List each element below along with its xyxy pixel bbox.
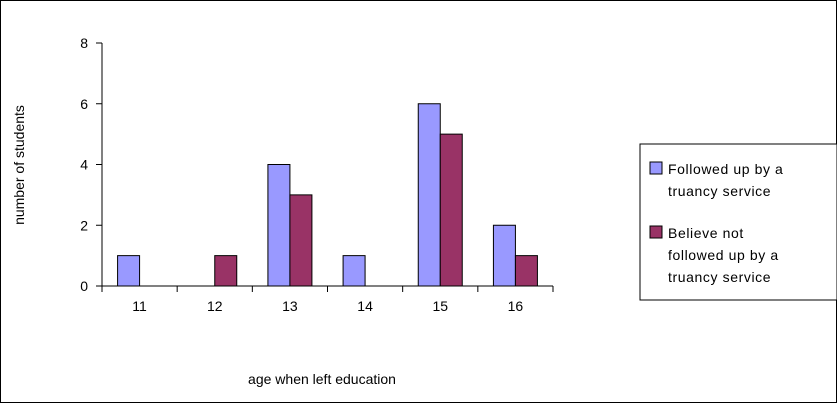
bar-believe-not-followed-up-12: [214, 255, 238, 287]
x-tick-label: 16: [508, 298, 524, 314]
x-axis-title: age when left education: [248, 371, 396, 387]
x-tick-label: 15: [432, 298, 448, 314]
legend-swatch: [649, 161, 663, 175]
legend-label: truancy service: [668, 269, 771, 285]
x-tick-label: 14: [357, 298, 373, 314]
legend-box: [639, 143, 837, 301]
legend-item: Followed up by a truancy service: [649, 161, 783, 199]
bar-followed-up-13: [267, 164, 291, 287]
plot-area: 0 2 4 6 8 11 12 13 14 15 16: [80, 35, 554, 314]
y-tick-label: 2: [80, 217, 88, 233]
bar-followed-up-11: [117, 255, 141, 287]
legend-swatch: [649, 225, 663, 239]
x-tick-label: 12: [207, 298, 223, 314]
legend-label: truancy service: [668, 183, 771, 199]
y-tick-label: 4: [80, 157, 88, 173]
bar-believe-not-followed-up-15: [439, 133, 463, 287]
bar-followed-up-16: [492, 224, 516, 287]
x-tick-label: 11: [132, 298, 147, 314]
y-tick-label: 8: [80, 35, 88, 51]
bar-followed-up-14: [342, 255, 366, 287]
y-tick-label: 6: [80, 96, 88, 112]
legend-label: followed up by a: [668, 247, 779, 263]
y-tick-label: 0: [80, 278, 88, 294]
y-axis-title: number of students: [11, 105, 27, 225]
legend-item: Believe not followed up by a truancy servi…: [649, 225, 779, 285]
bar-believe-not-followed-up-13: [289, 194, 313, 287]
bar-believe-not-followed-up-16: [514, 255, 538, 287]
legend-label: Followed up by a: [668, 161, 783, 177]
x-tick-label: 13: [282, 298, 298, 314]
legend-label: Believe not: [668, 225, 744, 241]
bar-followed-up-15: [417, 103, 441, 287]
